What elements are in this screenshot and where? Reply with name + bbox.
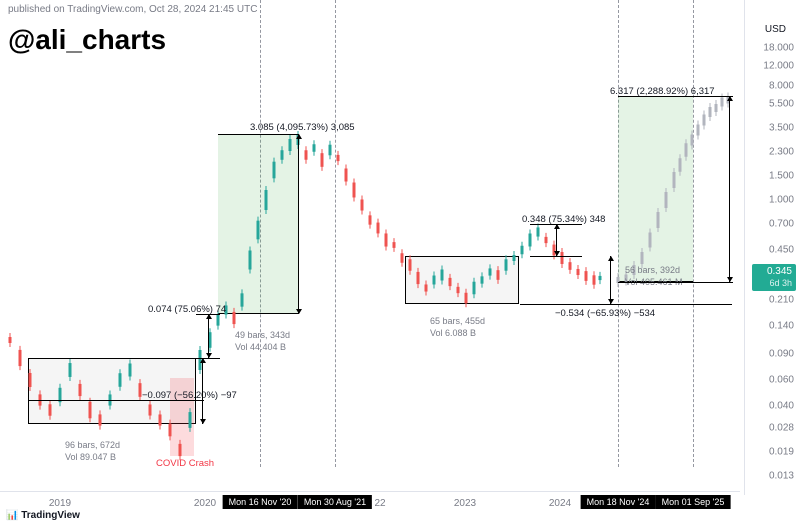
range-info-4: 56 bars, 392dVol 405.461 M xyxy=(625,265,683,288)
measure-hline-2a xyxy=(196,314,220,315)
covid-crash-label: COVID Crash xyxy=(156,458,214,469)
measure-hline-1 xyxy=(218,134,298,135)
measure-arrow-4 xyxy=(610,256,611,304)
range-info-3: 65 bars, 455dVol 6.088 B xyxy=(430,316,485,339)
measure-label-1: 3.085 (4,095.73%) 3,085 xyxy=(250,122,355,133)
measure-hline-5b xyxy=(530,256,582,257)
range-info-1: 96 bars, 672dVol 89.047 B xyxy=(65,440,120,463)
measure-hline-6 xyxy=(618,96,733,97)
measure-hline-6b xyxy=(618,282,733,283)
y-axis: USD 18.00012.0008.0005.5003.5002.3001.50… xyxy=(744,0,800,495)
candlestick-series xyxy=(0,0,740,495)
measure-arrow-5 xyxy=(556,224,557,256)
tradingview-logo: 📊 TradingView xyxy=(6,510,80,521)
measure-arrow-2 xyxy=(208,314,209,358)
measure-label-4: −0.534 (−65.93%) −534 xyxy=(555,308,655,319)
measure-hline-4 xyxy=(520,304,732,305)
measure-hline-3 xyxy=(28,400,204,401)
measure-arrow-1 xyxy=(298,134,299,314)
measure-arrow-6 xyxy=(729,96,730,282)
chart-area[interactable]: 3.085 (4,095.73%) 3,085 0.074 (75.06%) 7… xyxy=(0,0,740,495)
range-info-2: 49 bars, 343dVol 44.404 B xyxy=(235,330,290,353)
measure-hline-5a xyxy=(530,224,582,225)
last-price-badge: 0.345 6d 3h xyxy=(752,264,796,291)
measure-arrow-3 xyxy=(202,358,203,424)
y-axis-unit: USD xyxy=(765,24,786,35)
x-axis: 20192020Mon 16 Nov '20Mon 30 Aug '212220… xyxy=(0,491,740,509)
